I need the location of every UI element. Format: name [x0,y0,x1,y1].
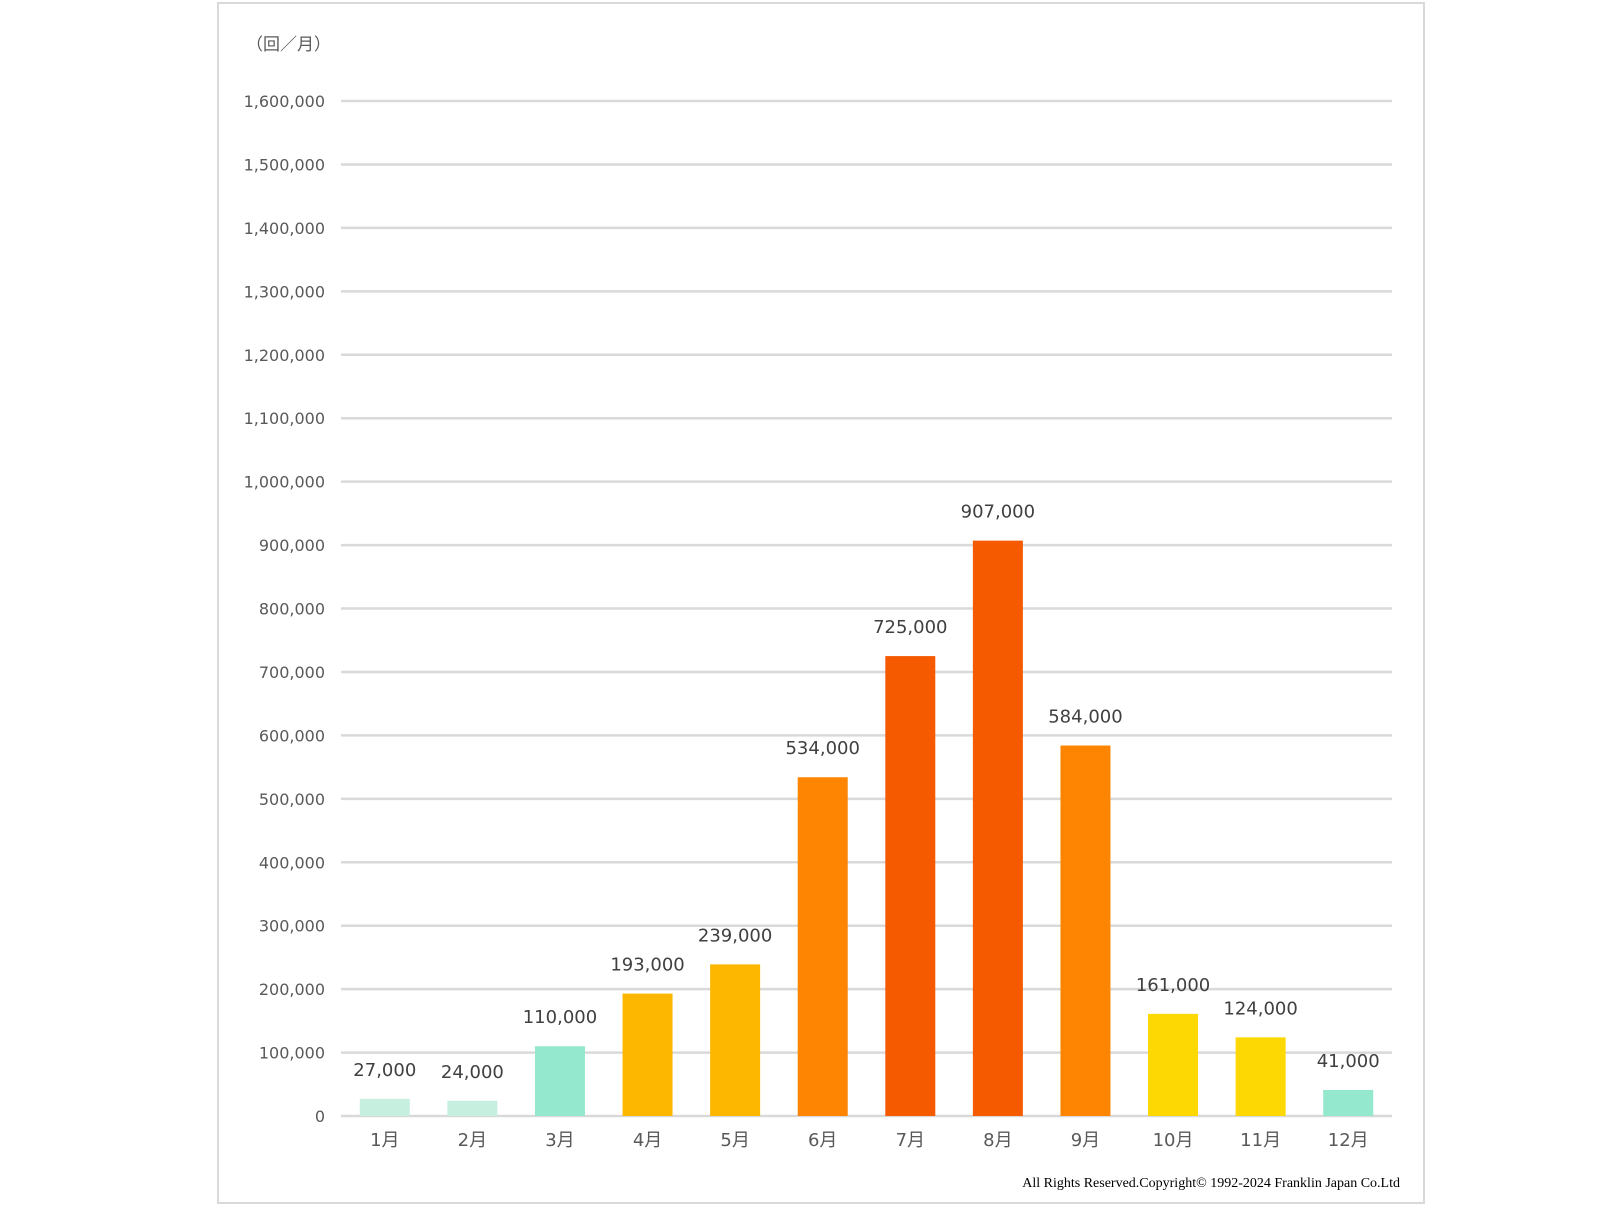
bar-7 [885,656,936,1116]
data-label: 161,000 [1136,975,1210,996]
data-label: 239,000 [698,925,772,946]
data-label: 534,000 [785,738,859,759]
y-tick-label: 200,000 [259,980,325,999]
y-axis-unit-label: （回／月） [246,35,331,55]
y-tick-label: 1,000,000 [244,473,325,492]
x-axis-ticks: 1月 2月 3月 4月 5月 6月 7月 8月 9月 10月 11月 12月 [370,1130,1369,1151]
x-tick-label: 12月 [1328,1130,1369,1151]
bar-4 [622,993,673,1116]
y-tick-label: 0 [315,1107,325,1126]
x-tick-label: 5月 [720,1130,749,1151]
bar-5 [710,964,761,1116]
x-tick-label: 4月 [633,1130,662,1151]
x-tick-label: 3月 [545,1130,574,1151]
y-tick-label: 400,000 [259,853,325,872]
data-labels: 27,000 24,000 110,000 193,000 239,000 534,000… [353,502,1379,1083]
bar-8 [972,540,1023,1116]
x-tick-label: 7月 [896,1130,925,1151]
bars [359,540,1374,1116]
y-axis-ticks: 0 100,000 200,000 300,000 400,000 500,000 600,… [244,92,325,1126]
y-tick-label: 1,500,000 [244,155,325,174]
y-tick-label: 600,000 [259,726,325,745]
x-tick-label: 2月 [458,1130,487,1151]
data-label: 584,000 [1048,707,1122,728]
bar-1 [359,1098,410,1116]
copyright-text: All Rights Reserved.Copyright© 1992-2024… [1022,1176,1400,1191]
y-tick-label: 1,400,000 [244,219,325,238]
y-tick-label: 1,300,000 [244,282,325,301]
x-tick-label: 6月 [808,1130,837,1151]
data-label: 725,000 [873,617,947,638]
bar-3 [534,1046,585,1116]
x-tick-label: 11月 [1240,1130,1281,1151]
data-label: 27,000 [353,1060,416,1081]
x-tick-label: 10月 [1153,1130,1194,1151]
data-label: 24,000 [441,1062,504,1083]
data-label: 110,000 [523,1007,597,1028]
y-tick-label: 1,600,000 [244,92,325,111]
y-tick-label: 700,000 [259,663,325,682]
data-label: 907,000 [961,502,1035,523]
y-tick-label: 1,100,000 [244,409,325,428]
y-tick-label: 1,200,000 [244,346,325,365]
data-label: 124,000 [1223,998,1297,1019]
x-tick-label: 8月 [983,1130,1012,1151]
y-tick-label: 500,000 [259,790,325,809]
y-tick-label: 800,000 [259,600,325,619]
y-tick-label: 300,000 [259,917,325,936]
bar-9 [1060,745,1111,1116]
gridlines [341,99,1392,1118]
x-tick-label: 1月 [370,1130,399,1151]
data-label: 193,000 [610,955,684,976]
bar-2 [447,1100,498,1116]
bar-10 [1148,1013,1199,1116]
data-label: 41,000 [1317,1051,1380,1072]
y-tick-label: 900,000 [259,536,325,555]
bar-11 [1235,1037,1286,1116]
bar-6 [797,777,848,1116]
x-tick-label: 9月 [1071,1130,1100,1151]
y-tick-label: 100,000 [259,1044,325,1063]
bar-12 [1323,1089,1374,1116]
